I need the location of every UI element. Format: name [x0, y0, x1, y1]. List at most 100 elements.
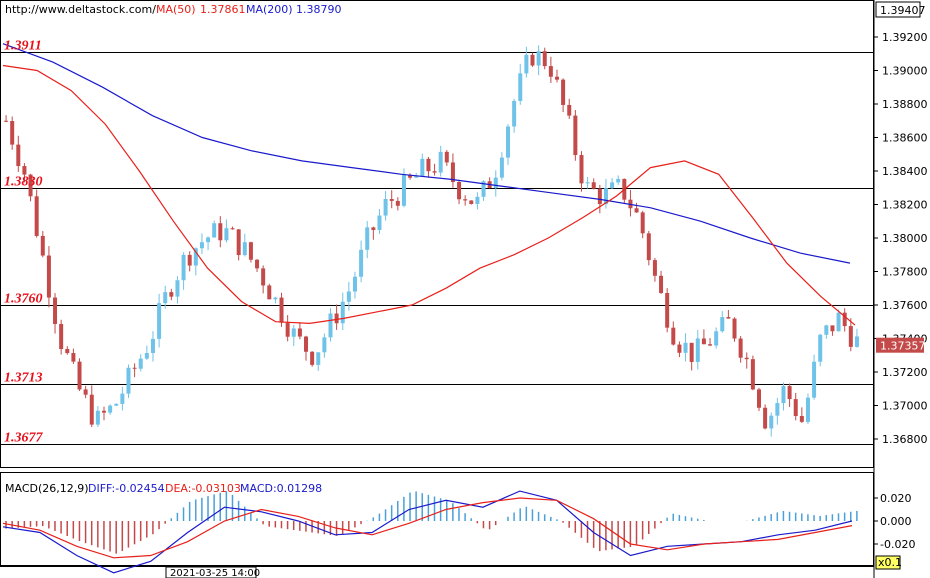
candle-body: [224, 228, 229, 241]
ma200-label: MA(200): [246, 3, 293, 16]
candle-body: [169, 292, 174, 297]
candle-body: [218, 223, 223, 241]
zoom-label[interactable]: x0.1: [878, 556, 902, 569]
candle-body: [493, 177, 498, 189]
candle-body: [95, 410, 100, 425]
macd-macd-value: MACD:0.01298: [240, 482, 322, 495]
ma50-value: 1.37861: [200, 3, 246, 16]
price-tick-label: 1.38200: [882, 199, 928, 212]
candle-body: [579, 155, 584, 184]
candle-body: [763, 407, 768, 429]
candle-body: [426, 158, 431, 172]
candle-body: [585, 182, 590, 184]
macd-pane[interactable]: [0, 472, 874, 566]
candle-body: [689, 342, 694, 363]
candle-body: [352, 276, 357, 292]
candle-body: [401, 174, 406, 206]
candle-body: [652, 260, 657, 276]
current-price-box: [876, 337, 924, 353]
candle-body: [812, 361, 817, 398]
candle-body: [297, 328, 302, 337]
price-tick-label: 1.37000: [882, 400, 928, 413]
candle-body: [542, 51, 547, 67]
candle-body: [65, 349, 70, 354]
candle-body: [242, 242, 247, 256]
candle-body: [469, 200, 474, 204]
candle-body: [450, 162, 455, 183]
source-url[interactable]: http://www.deltastock.com/: [5, 3, 156, 16]
macd-tick-label: 0.020: [880, 492, 912, 505]
candle-body: [377, 215, 382, 230]
price-tick-label: 1.36800: [882, 433, 928, 446]
price-tick-label: 1.38000: [882, 232, 928, 245]
candle-body: [273, 297, 278, 300]
candle-body: [603, 188, 608, 205]
macd-dea-value: DEA:-0.03103: [165, 482, 241, 495]
candle-body: [567, 104, 572, 116]
candle-body: [548, 66, 553, 77]
candle-body: [230, 228, 235, 230]
candle-body: [781, 386, 786, 404]
candle-body: [163, 292, 168, 304]
time-cursor-box: [165, 566, 257, 578]
candle-body: [530, 54, 535, 66]
candle-body: [750, 359, 755, 390]
candle-body: [138, 358, 143, 369]
candle-body: [236, 229, 241, 256]
level-label: 1.3911: [4, 39, 42, 54]
price-tick-label: 1.39200: [882, 31, 928, 44]
candle-body: [365, 227, 370, 250]
candle-body: [512, 100, 517, 127]
candle-body: [842, 312, 847, 327]
candle-body: [175, 280, 180, 297]
level-label: 1.3830: [4, 175, 43, 190]
candle-body: [359, 249, 364, 277]
candle-body: [824, 325, 829, 335]
candle-body: [187, 254, 192, 266]
price-tick-label: 1.37600: [882, 299, 928, 312]
macd-tick-label: 0.000: [880, 515, 912, 528]
price-pane[interactable]: [0, 0, 874, 468]
candle-body: [640, 212, 645, 234]
candle-body: [732, 318, 737, 339]
candle-body: [40, 235, 45, 256]
candle-body: [334, 313, 339, 324]
macd-dea-line: [2, 497, 853, 559]
candle-body: [261, 268, 266, 286]
candle-body: [506, 126, 511, 158]
level-labels: 1.3911 1.3830 1.3760 1.3713 1.3677: [4, 39, 44, 446]
candle-body: [695, 338, 700, 363]
candle-body: [646, 233, 651, 261]
candle-body: [775, 403, 780, 416]
candle-body: [16, 144, 21, 167]
candle-body: [793, 399, 798, 417]
price-tick-label: 1.39000: [882, 65, 928, 78]
zoom-box[interactable]: [875, 555, 901, 570]
candle-body: [420, 158, 425, 177]
candle-body: [389, 198, 394, 201]
candle-body: [799, 416, 804, 422]
candle-body: [554, 76, 559, 80]
candle-body: [4, 120, 9, 122]
candle-body: [720, 317, 725, 332]
candle-body: [677, 344, 682, 353]
candle-body: [573, 115, 578, 156]
price-tick-label: 1.37800: [882, 266, 928, 279]
candle-body: [255, 259, 260, 269]
macd-tick-label: -0.020: [880, 538, 915, 551]
price-tick-label: 1.37200: [882, 366, 928, 379]
candle-body: [291, 328, 296, 337]
candle-body: [383, 198, 388, 216]
candle-body: [181, 254, 186, 281]
candle-body: [524, 54, 529, 74]
candle-body: [432, 171, 437, 173]
ma50-line: [2, 64, 856, 326]
candle-body: [157, 303, 162, 339]
ma200-line: [2, 43, 851, 264]
candle-body: [346, 291, 351, 302]
price-tick-label: 1.38600: [882, 132, 928, 145]
candle-body: [708, 344, 713, 346]
candle-body: [854, 336, 859, 347]
candle-body: [536, 51, 541, 66]
